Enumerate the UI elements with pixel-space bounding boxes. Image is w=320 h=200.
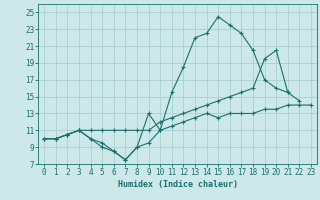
X-axis label: Humidex (Indice chaleur): Humidex (Indice chaleur) (118, 180, 238, 189)
